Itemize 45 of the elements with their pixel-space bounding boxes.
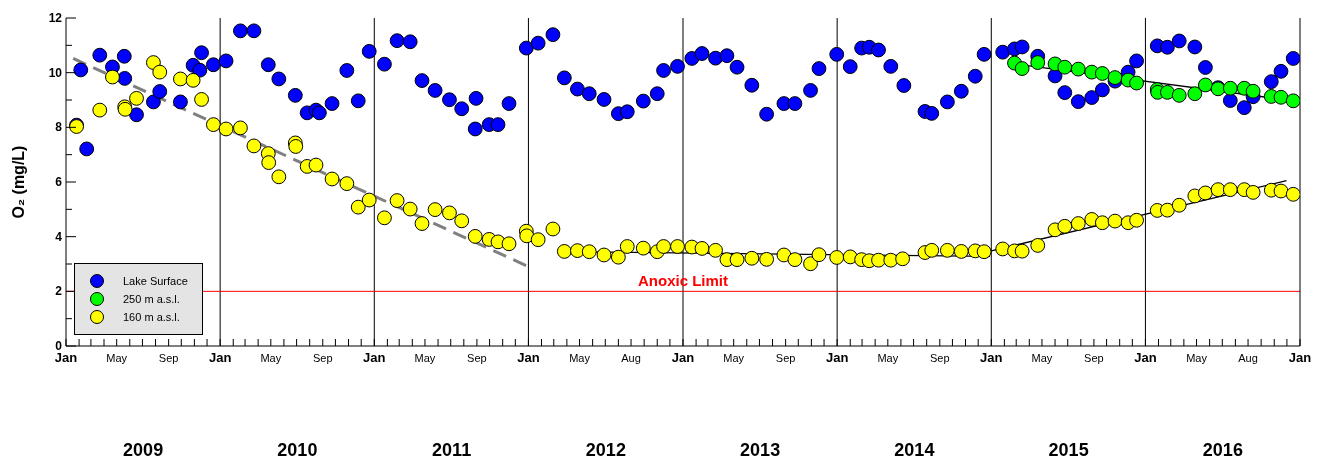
y-tick-label: 10 [48, 65, 63, 80]
ref-line-label: Anoxic Limit [637, 272, 729, 290]
x-tick-label: Jan [980, 350, 1003, 365]
x-tick-label: Sep [467, 352, 487, 364]
x-tick-label: May [414, 352, 436, 364]
text: 2014 [893, 440, 936, 461]
x-tick-label: May [260, 352, 282, 364]
legend-label: 160 m a.s.l. [123, 311, 180, 323]
x-tick-label: Sep [775, 352, 796, 364]
text: 2010 [276, 440, 319, 461]
x-tick-label: Jan [517, 350, 540, 365]
text: 2015 [1047, 440, 1090, 461]
x-tick-label: Sep [158, 352, 179, 364]
text: 2012 [584, 440, 627, 461]
x-tick-label: Jan [54, 350, 78, 365]
legend-label: 250 m a.s.l. [123, 293, 180, 305]
y-tick-label: 8 [55, 120, 63, 135]
x-tick-label: Jan [671, 350, 695, 365]
x-tick-label: May [723, 352, 745, 364]
x-tick-label: Sep [1084, 352, 1104, 364]
x-tick-label: May [1031, 352, 1053, 364]
x-tick-label: May [877, 352, 899, 364]
x-tick-label: Aug [621, 352, 641, 364]
y-tick-label: 4 [55, 229, 63, 244]
y-tick-label: 2 [55, 284, 63, 299]
y-axis-title: O₂ (mg/L) [9, 145, 27, 219]
y-tick-label: 12 [48, 11, 63, 25]
x-tick-label: Jan [1288, 350, 1312, 365]
text: 2013 [739, 440, 782, 461]
x-tick-label: May [569, 352, 591, 364]
text: 2009 [122, 440, 165, 461]
x-tick-label: Jan [825, 350, 849, 365]
text: 2016 [1201, 440, 1244, 461]
x-tick-label: May [1186, 352, 1208, 364]
x-tick-label: Jan [1134, 350, 1157, 365]
x-tick-label: Sep [312, 352, 333, 364]
x-tick-label: Jan [363, 350, 386, 365]
text: 2011 [431, 440, 473, 461]
y-tick-label: 0 [55, 339, 63, 353]
x-tick-label: May [106, 352, 128, 364]
y-tick-label: 6 [55, 175, 63, 189]
x-tick-label: Sep [929, 352, 950, 364]
x-tick-label: Jan [208, 350, 232, 365]
x-tick-label: Aug [1238, 352, 1258, 364]
legend-label: Lake Surface [123, 275, 188, 287]
